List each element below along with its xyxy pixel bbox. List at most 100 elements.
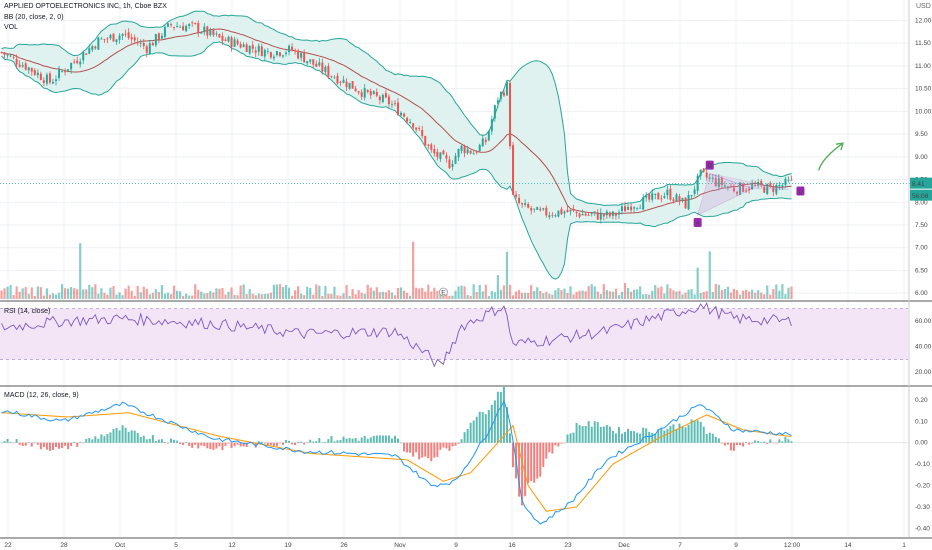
macd-histogram-bar: [9, 441, 12, 443]
volume-bar: [100, 288, 103, 299]
candle-body: [729, 185, 732, 187]
candle-body: [166, 23, 169, 27]
candle-body: [109, 35, 112, 39]
macd-histogram-bar: [714, 436, 717, 443]
candle-body: [227, 36, 230, 42]
volume-bar: [511, 295, 515, 299]
volume-bar: [57, 292, 61, 299]
candle-body: [627, 206, 630, 210]
candle-body: [157, 33, 160, 40]
x-tick-label: 16: [508, 542, 516, 549]
volume-bar: [418, 288, 421, 299]
rsi-tick-label: 60.00: [915, 318, 932, 325]
price-tick-label: 7.50: [915, 222, 928, 229]
volume-bar: [472, 284, 475, 299]
vol-legend[interactable]: VOL: [4, 24, 19, 31]
macd-histogram-bar: [139, 437, 142, 443]
macd-histogram-bar: [88, 438, 91, 443]
macd-histogram-bar: [708, 432, 711, 443]
price-tick-label: 9.00: [915, 154, 928, 161]
macd-histogram-bar: [64, 442, 67, 446]
volume-bar: [687, 289, 690, 299]
rsi-legend[interactable]: RSI (14, close): [4, 308, 51, 315]
macd-histogram-bar: [203, 442, 206, 447]
volume-bar: [663, 293, 666, 299]
candle-body: [557, 210, 560, 217]
macd-histogram-bar: [608, 426, 611, 443]
volume-bar: [738, 294, 742, 299]
macd-histogram-bar: [42, 442, 45, 448]
macd-histogram-bar: [33, 442, 36, 444]
volume-bar: [109, 287, 112, 299]
macd-histogram-bar: [772, 442, 775, 444]
candle-body: [215, 33, 218, 35]
volume-bar: [348, 295, 351, 299]
bb-legend[interactable]: BB (20, close, 2, 0): [4, 14, 64, 21]
volume-bar: [88, 284, 91, 299]
volume-bar: [269, 292, 272, 299]
volume-bar: [215, 288, 218, 299]
macd-histogram-bar: [393, 435, 396, 443]
volume-bar: [617, 294, 621, 299]
volume-bar: [614, 288, 618, 299]
candle-body: [720, 178, 723, 186]
candle-body: [424, 136, 427, 146]
candle-body: [142, 42, 145, 46]
volume-bar: [469, 295, 472, 299]
volume-bar: [772, 288, 775, 299]
volume-bar: [366, 284, 369, 299]
macd-histogram-bar: [642, 427, 645, 443]
candle-body: [45, 74, 48, 84]
volume-bar: [281, 287, 285, 299]
volume-bar: [457, 286, 460, 299]
candle-body: [760, 181, 763, 186]
macd-histogram-bar: [596, 422, 599, 443]
volume-bar: [757, 290, 760, 299]
volume-bar: [166, 292, 170, 299]
candle-body: [333, 77, 336, 79]
volume-bar: [584, 291, 587, 299]
candle-body: [548, 215, 551, 218]
candle-body: [636, 207, 639, 209]
macd-histogram-bar: [620, 433, 623, 443]
macd-histogram-bar: [297, 441, 300, 443]
macd-histogram-bar: [173, 439, 176, 443]
candle-body: [233, 39, 236, 47]
macd-histogram-bar: [563, 442, 566, 444]
macd-histogram-bar: [106, 433, 109, 443]
volume-bar: [387, 290, 391, 299]
macd-histogram-bar: [381, 435, 384, 443]
macd-histogram-bar: [633, 431, 636, 443]
candle-body: [115, 39, 118, 43]
volume-bar: [508, 284, 512, 299]
candle-body: [726, 186, 729, 188]
macd-histogram-bar: [518, 442, 521, 497]
macd-signal-line: [1, 412, 792, 512]
bollinger-upper-line: [1, 10, 792, 207]
candle-body: [735, 191, 738, 194]
volume-bar: [51, 293, 55, 299]
macd-histogram-bar: [6, 438, 9, 443]
volume-bar: [263, 293, 266, 299]
volume-bar: [681, 294, 684, 299]
candle-body: [27, 67, 30, 71]
macd-histogram-bar: [351, 438, 354, 443]
macd-histogram-bar: [260, 441, 263, 443]
macd-histogram-bar: [536, 442, 539, 479]
candle-body: [757, 182, 760, 186]
candle-body: [151, 42, 154, 46]
candle-body: [639, 207, 642, 209]
candle-body: [221, 35, 224, 41]
macd-histogram-bar: [466, 428, 469, 443]
candle-body: [224, 39, 227, 41]
candle-body: [300, 52, 303, 58]
candle-body: [381, 94, 384, 102]
macd-legend[interactable]: MACD (12, 26, close, 9): [4, 392, 79, 399]
candle-body: [61, 70, 64, 72]
macd-histogram-bar: [363, 435, 366, 443]
volume-bar: [690, 289, 693, 299]
candle-body: [654, 193, 657, 195]
volume-bar: [632, 289, 636, 299]
volume-bar: [106, 294, 109, 299]
